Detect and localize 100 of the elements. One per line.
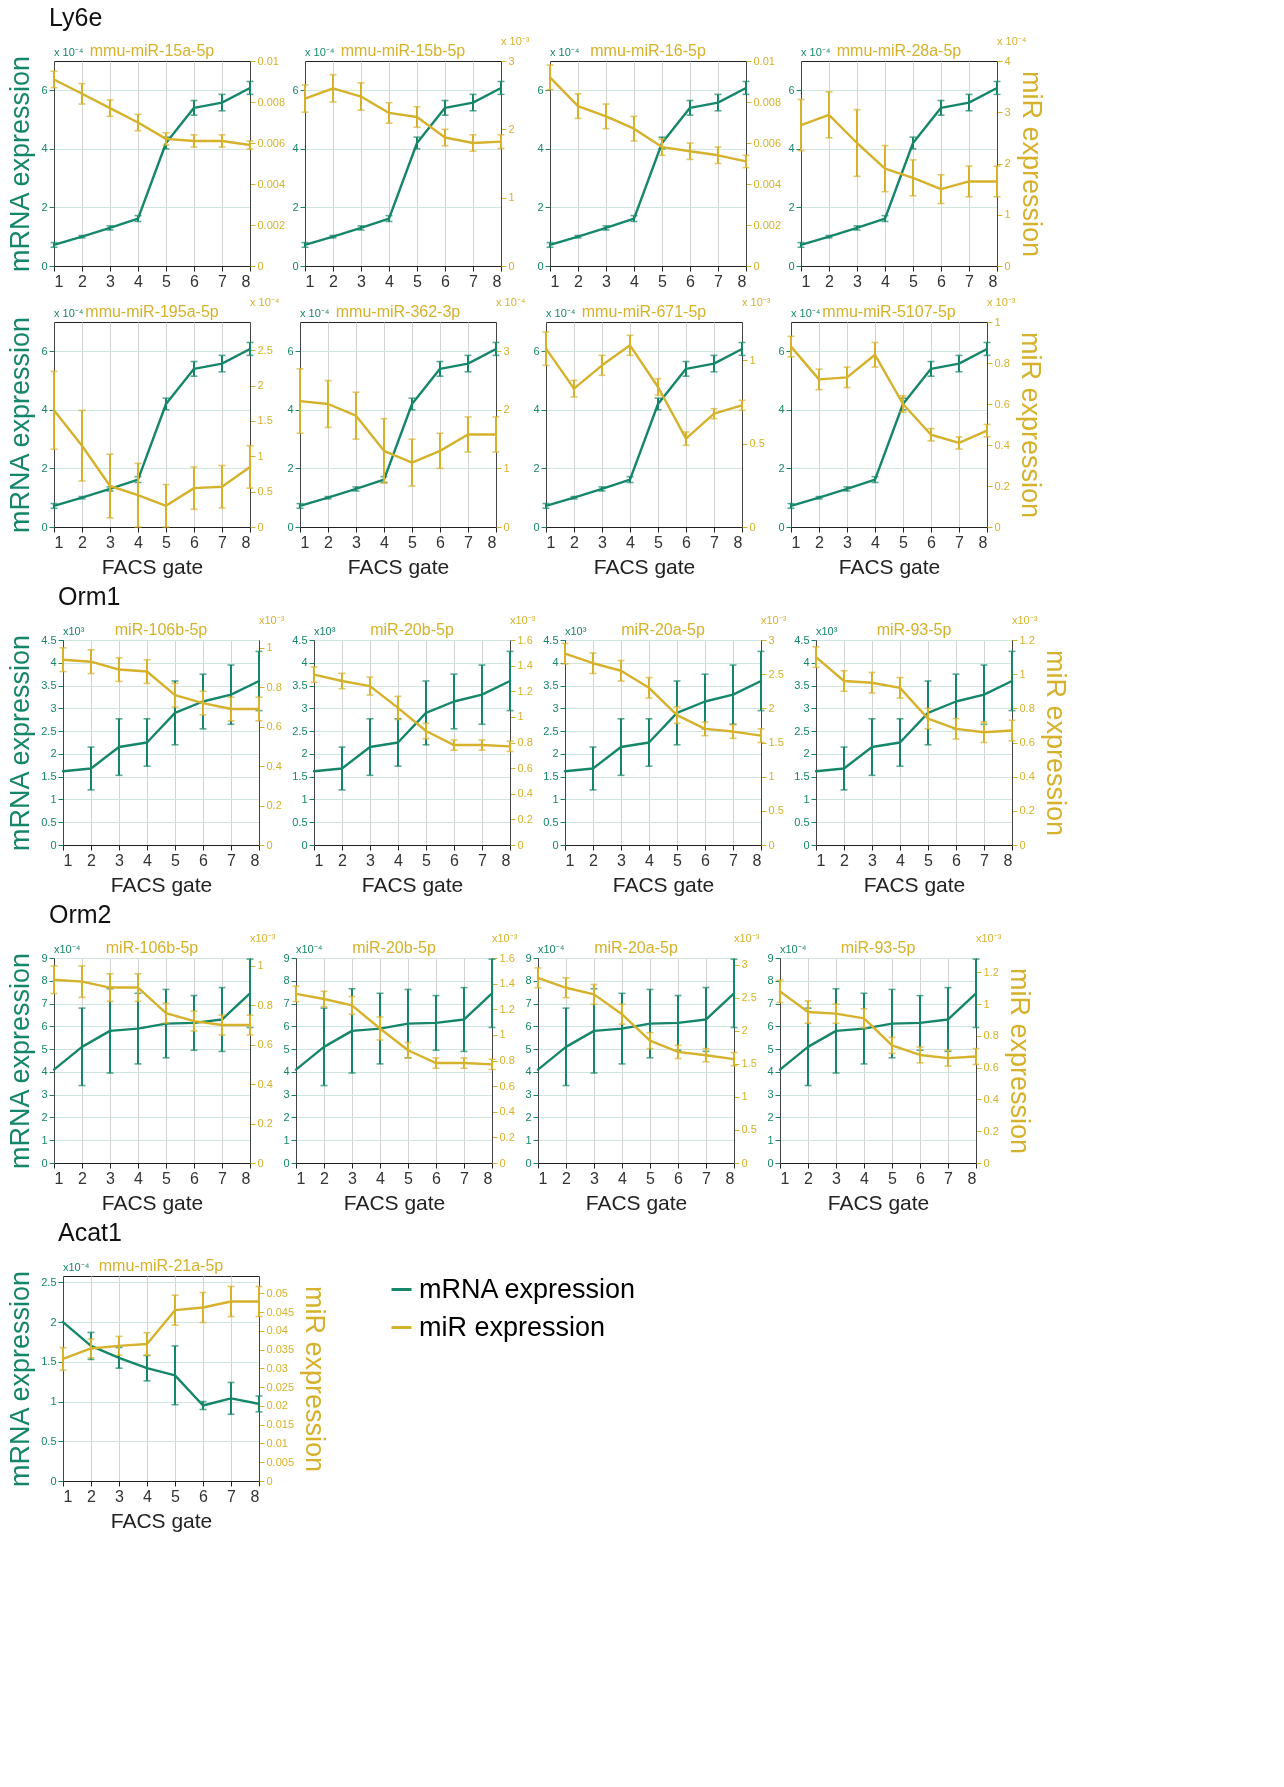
y2-tick-label: 0.6 (499, 1079, 515, 1092)
x-tick-label: 7 (478, 851, 488, 869)
chart-subtitle: Orm1 (58, 582, 121, 610)
x-axis-title: FACS gate (110, 872, 213, 896)
y-tick-label: 1.5 (794, 770, 810, 783)
y2-tick-label: 0.002 (753, 218, 782, 231)
y-tick-label: 9 (283, 951, 290, 964)
text: x10⁻³ (1012, 614, 1038, 626)
y2-axis-title: miR expression (300, 1285, 331, 1473)
y-axis-title: mRNA expression (5, 1270, 36, 1488)
x-tick-label: 4 (630, 272, 640, 290)
x-tick-label: 6 (199, 851, 209, 869)
y-tick-label: 0 (41, 1156, 48, 1169)
y-tick-label: 0 (287, 520, 294, 533)
x-tick-label: 8 (492, 272, 502, 290)
x-tick-label: 3 (106, 1169, 116, 1187)
x-tick-label: 4 (143, 1487, 153, 1505)
y2-tick-label: 0.006 (257, 136, 286, 149)
x-tick-label: 2 (574, 272, 584, 290)
y-tick-label: 0 (803, 838, 810, 851)
x-axis-title: FACS gate (343, 1190, 446, 1214)
x-axis-title: FACS gate (827, 1190, 930, 1214)
text: x 10⁻⁴ (54, 307, 84, 319)
y2-tick-label: 1.5 (741, 1057, 757, 1070)
y-tick-label: 4 (41, 403, 48, 416)
x-tick-label: 8 (501, 851, 511, 869)
y-tick-label: 3.5 (41, 679, 57, 692)
y-tick-label: 2.5 (292, 724, 308, 737)
y2-tick-label: 0.01 (257, 54, 279, 67)
y-tick-label: 2.5 (794, 724, 810, 737)
y-tick-label: 0 (767, 1156, 774, 1169)
chart-title: mmu-miR-5107-5p (822, 303, 956, 320)
x-tick-label: 4 (626, 533, 636, 551)
x-tick-label: 2 (320, 1169, 330, 1187)
x-tick-label: 2 (589, 851, 599, 869)
x-tick-label: 7 (218, 272, 228, 290)
x-axis-title: FACS gate (361, 872, 464, 896)
text: x10⁻⁴ (296, 943, 323, 955)
y2-tick-label: 0.6 (257, 1038, 273, 1051)
y-tick-label: 0.5 (41, 815, 57, 828)
y2-tick-label: 0.4 (1019, 770, 1035, 783)
x-tick-label: 5 (888, 1169, 898, 1187)
y2-tick-label: 1 (1004, 208, 1011, 221)
x-tick-label: 3 (357, 272, 367, 290)
x-tick-label: 1 (63, 1487, 73, 1505)
y2-tick-label: 0.01 (266, 1436, 288, 1449)
chart-title: miR-20a-5p (594, 939, 678, 956)
text: x10⁻³ (734, 932, 760, 944)
x-tick-label: 3 (598, 533, 608, 551)
y-tick-label: 3 (767, 1088, 774, 1101)
y2-tick-label: 2.5 (257, 343, 273, 356)
x-axis-title: FACS gate (347, 554, 450, 578)
y-tick-label: 2.5 (41, 1275, 57, 1288)
x-tick-label: 2 (78, 533, 88, 551)
x-tick-label: 6 (682, 533, 692, 551)
y2-tick-label: 1 (749, 353, 756, 366)
y-tick-label: 2 (301, 747, 308, 760)
y2-tick-label: 0.8 (994, 356, 1010, 369)
y2-axis-title: miR expression (1004, 967, 1035, 1155)
y-tick-label: 4 (41, 142, 48, 155)
y-tick-label: 7 (283, 997, 290, 1010)
x-tick-label: 8 (241, 533, 251, 551)
y-tick-label: 8 (767, 974, 774, 987)
text: x10⁻³ (976, 932, 1002, 944)
y2-tick-label: 0.8 (266, 680, 282, 693)
y2-tick-label: 1.2 (499, 1002, 515, 1015)
y-tick-label: 2 (525, 1110, 532, 1123)
y-tick-label: 6 (283, 1019, 290, 1032)
x-tick-label: 7 (464, 533, 474, 551)
text: x10³ (314, 625, 336, 637)
text: x 10⁻⁴ (300, 307, 330, 319)
y-tick-label: 1 (50, 792, 57, 805)
y2-tick-label: 1.4 (499, 977, 515, 990)
y2-tick-label: 3 (741, 958, 748, 971)
y-tick-label: 3 (525, 1088, 532, 1101)
y2-tick-label: 1.6 (517, 633, 533, 646)
x-tick-label: 4 (380, 533, 390, 551)
y2-tick-label: 0.5 (741, 1123, 757, 1136)
y2-tick-label: 0 (499, 1156, 506, 1169)
y-tick-label: 2 (552, 747, 559, 760)
y2-tick-label: 0 (1019, 838, 1026, 851)
y-tick-label: 2 (283, 1110, 290, 1123)
legend-label: mRNA expression (419, 1273, 636, 1304)
y-tick-label: 4 (292, 142, 299, 155)
y2-tick-label: 0.015 (266, 1418, 295, 1431)
y2-tick-label: 0.6 (517, 761, 533, 774)
y2-tick-label: 0.5 (749, 437, 765, 450)
x-tick-label: 7 (729, 851, 739, 869)
x-tick-label: 6 (701, 851, 711, 869)
x-tick-label: 5 (171, 851, 181, 869)
text: x 10⁻⁴ (250, 296, 280, 308)
x-tick-label: 8 (737, 272, 747, 290)
y-tick-label: 0 (537, 259, 544, 272)
x-tick-label: 6 (937, 272, 947, 290)
y2-tick-label: 0 (753, 259, 760, 272)
text: x10⁻³ (510, 614, 536, 626)
y2-tick-label: 0 (257, 520, 264, 533)
y-tick-label: 7 (41, 997, 48, 1010)
x-tick-label: 8 (733, 533, 743, 551)
x-axis-title: FACS gate (593, 554, 696, 578)
